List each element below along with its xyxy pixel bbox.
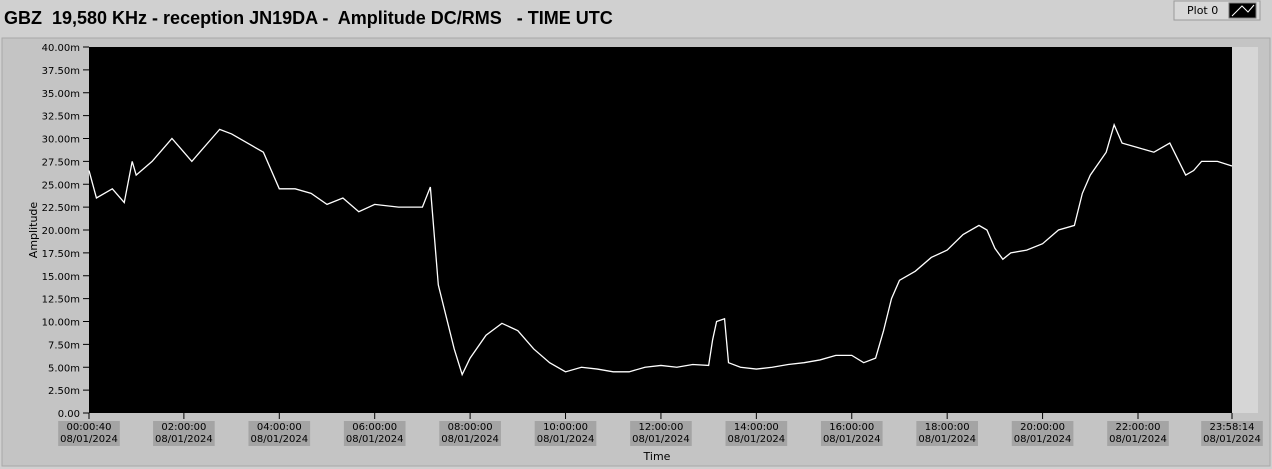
x-tick-group: 02:00:00 08/01/2024 (153, 421, 215, 446)
y-tick-label: 7.50m (48, 340, 80, 351)
x-tick-label-bg (820, 421, 883, 446)
y-tick-label: 27.50m (42, 157, 80, 168)
x-tick-label: 18:00:00 08/01/2024 (918, 422, 976, 445)
y-tick-label: 10.00m (42, 318, 80, 329)
plot-area (89, 47, 1232, 413)
x-tick-label: 00:00:40 08/01/2024 (60, 422, 118, 445)
x-tick-label: 20:00:00 08/01/2024 (1014, 422, 1072, 445)
x-tick-group: 22:00:00 08/01/2024 (1107, 421, 1169, 446)
y-tick-label: 12.50m (42, 295, 80, 306)
x-tick-label-bg (58, 421, 120, 446)
plot-margin (1232, 47, 1258, 413)
y-tick-label: 20.00m (42, 226, 80, 237)
legend-label: Plot 0 (1187, 4, 1218, 17)
y-tick-label: 17.50m (42, 249, 80, 260)
x-tick-label: 14:00:00 08/01/2024 (728, 422, 786, 445)
x-tick-label-bg (439, 421, 501, 446)
x-tick-group: 00:00:40 08/01/2024 (58, 421, 120, 446)
x-tick-label: 12:00:00 08/01/2024 (632, 422, 690, 445)
x-tick-group: 06:00:00 08/01/2024 (343, 421, 406, 446)
x-tick-label-bg (725, 421, 788, 446)
x-tick-label: 02:00:00 08/01/2024 (155, 422, 213, 445)
x-tick-group: 20:00:00 08/01/2024 (1011, 421, 1074, 446)
x-tick-label-bg (534, 421, 597, 446)
x-tick-label: 22:00:00 08/01/2024 (1109, 422, 1167, 445)
x-tick-label-bg (343, 421, 406, 446)
y-tick-label: 15.00m (42, 272, 80, 283)
y-tick-label: 2.50m (48, 386, 80, 397)
y-tick-label: 5.00m (48, 363, 80, 374)
x-tick-group: 23:58:14 08/01/2024 (1201, 421, 1263, 446)
data-line (88, 122, 1233, 377)
y-tick-label: 32.50m (42, 112, 80, 123)
x-tick-label: 04:00:00 08/01/2024 (250, 422, 308, 445)
x-tick-label: 06:00:00 08/01/2024 (346, 422, 404, 445)
y-tick-label: 40.00m (42, 43, 80, 54)
x-tick-group: 18:00:00 08/01/2024 (916, 421, 978, 446)
x-tick-group: 16:00:00 08/01/2024 (820, 421, 883, 446)
x-tick-group: 12:00:00 08/01/2024 (630, 421, 692, 446)
x-tick-label-bg (1011, 421, 1074, 446)
x-tick-label: 08:00:00 08/01/2024 (441, 422, 499, 445)
y-tick-label: 35.00m (42, 89, 80, 100)
x-tick-label-bg (630, 421, 692, 446)
x-tick-label-bg (1107, 421, 1169, 446)
y-tick-label: 0.00 (58, 409, 80, 420)
x-tick-label: 10:00:00 08/01/2024 (537, 422, 595, 445)
x-tick-group: 10:00:00 08/01/2024 (534, 421, 597, 446)
x-tick-group: 08:00:00 08/01/2024 (439, 421, 501, 446)
x-axis-label: Time (643, 450, 671, 463)
x-tick-group: 14:00:00 08/01/2024 (725, 421, 788, 446)
x-tick-label: 23:58:14 08/01/2024 (1203, 422, 1261, 445)
x-tick-label-bg (1201, 421, 1263, 446)
y-tick-label: 22.50m (42, 203, 80, 214)
x-tick-label-bg (916, 421, 978, 446)
y-tick-label: 30.00m (42, 135, 80, 146)
legend-line (1231, 4, 1255, 17)
y-tick-label: 37.50m (42, 66, 80, 77)
x-tick-label-bg (248, 421, 311, 446)
legend-swatch (1228, 2, 1257, 19)
x-tick-label-bg (153, 421, 215, 446)
y-axis-label: Amplitude (27, 202, 40, 259)
chart-title: GBZ 19,580 KHz - reception JN19DA - Ampl… (4, 8, 613, 28)
x-tick-group: 04:00:00 08/01/2024 (248, 421, 311, 446)
y-tick-label: 25.00m (42, 180, 80, 191)
x-tick-label: 16:00:00 08/01/2024 (823, 422, 881, 445)
